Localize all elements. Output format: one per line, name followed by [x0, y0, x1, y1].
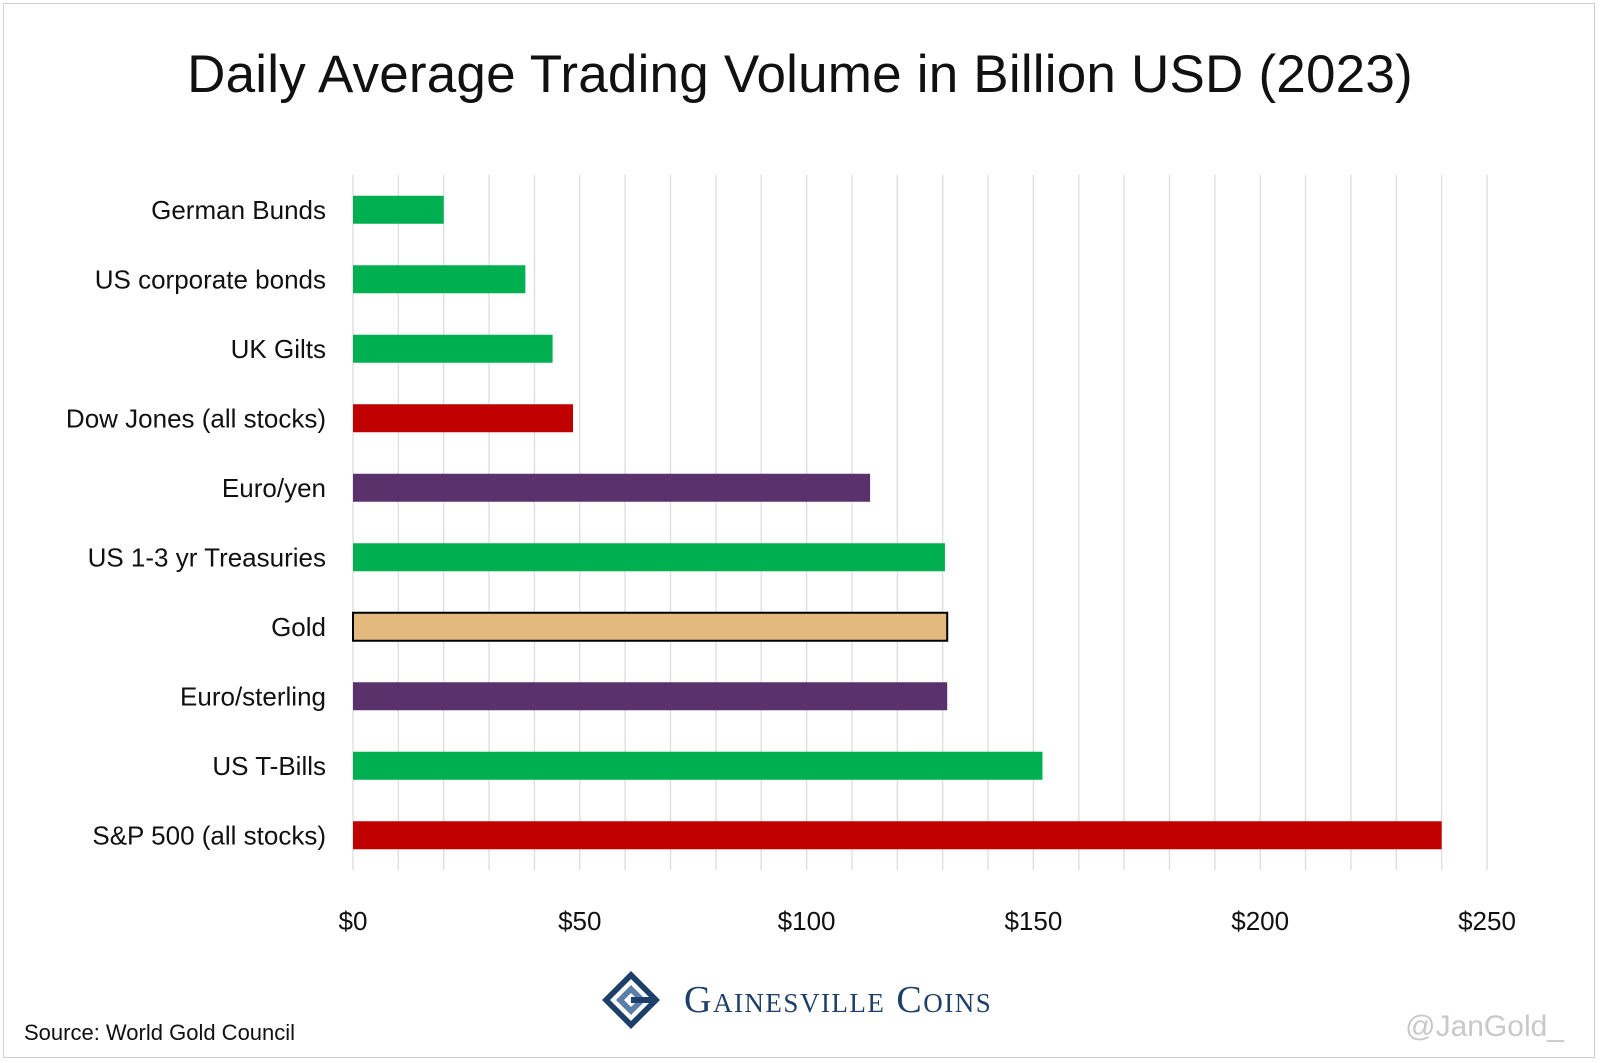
source-note: Source: World Gold Council [24, 1020, 296, 1045]
x-tick-label: $150 [1004, 906, 1062, 936]
bar-gold [352, 611, 949, 642]
chart-title: Daily Average Trading Volume in Billion … [187, 45, 1413, 104]
gainesville-coins-logo: Gainesville Coins [600, 968, 992, 1032]
category-label: S&P 500 (all stocks) [92, 820, 326, 850]
author-handle: @JanGold_ [1405, 1010, 1564, 1043]
chart-frame [3, 3, 1595, 1058]
category-label: German Bunds [151, 195, 326, 225]
bar-dow-jones-all-stocks [353, 404, 573, 433]
brand-name: Gainesville Coins [684, 979, 993, 1021]
bar-us-t-bills [353, 751, 1043, 780]
bar-euro-sterling [353, 682, 948, 711]
category-label-layer: German Bunds US corporate bonds UK Gilts Do… [66, 195, 326, 851]
bar-layer [352, 195, 1442, 850]
bar-uk-gilts [353, 334, 553, 363]
bar-us-corporate-bonds [353, 265, 526, 294]
x-tick-label: $50 [558, 906, 601, 936]
x-tick-label: $100 [778, 906, 836, 936]
bar-us-1-3-yr-treasuries [353, 543, 945, 572]
category-label: US corporate bonds [95, 264, 326, 294]
category-label: Euro/yen [222, 473, 326, 503]
tick-label-layer: $0 $50 $100 $150 $200 $250 [339, 906, 1516, 936]
category-label: Dow Jones (all stocks) [66, 403, 326, 433]
x-tick-label: $0 [339, 906, 368, 936]
category-label: Euro/sterling [180, 681, 326, 711]
category-label: US T-Bills [212, 751, 326, 781]
category-label: Gold [271, 612, 326, 642]
category-label: UK Gilts [231, 334, 326, 364]
x-tick-label: $200 [1231, 906, 1289, 936]
category-label: US 1-3 yr Treasuries [88, 542, 326, 572]
gainesville-coins-logo-icon [602, 971, 660, 1029]
bar-german-bunds [353, 195, 444, 224]
x-tick-label: $250 [1458, 906, 1516, 936]
bar-euro-yen [353, 473, 871, 502]
bar-s-p-500-all-stocks [353, 821, 1442, 850]
